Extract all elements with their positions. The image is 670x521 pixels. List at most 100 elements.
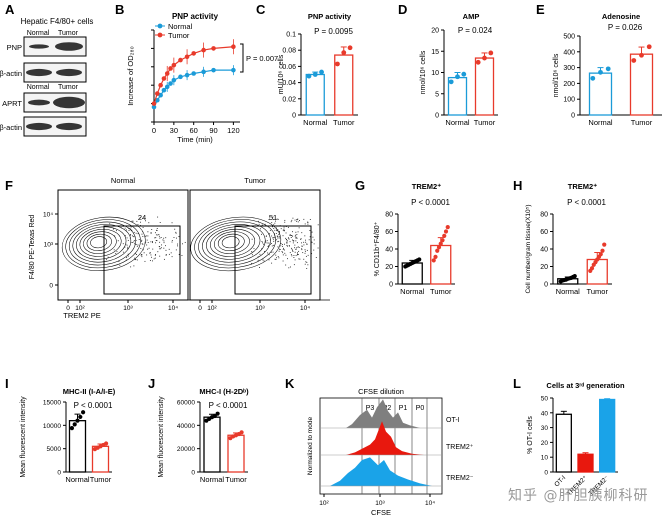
data-point: [600, 248, 605, 253]
event-dot: [290, 254, 292, 256]
x-category-label: Normal: [303, 118, 328, 127]
chart-title: AMP: [463, 12, 480, 21]
event-dot: [131, 242, 133, 243]
event-dot: [278, 230, 280, 232]
event-dot: [135, 239, 137, 241]
event-dot: [288, 245, 290, 247]
data-point: [488, 50, 494, 56]
event-dot: [143, 252, 145, 254]
panel-letter-f: F: [5, 178, 13, 193]
event-dot: [277, 241, 279, 243]
event-dot: [283, 230, 285, 232]
data-point: [81, 410, 86, 415]
event-dot: [112, 228, 114, 230]
data-point: [347, 45, 353, 51]
event-dot: [173, 237, 175, 238]
data-point: [482, 55, 487, 61]
event-dot: [124, 235, 126, 237]
event-dot: [309, 230, 311, 231]
event-dot: [297, 254, 299, 256]
event-dot: [307, 264, 309, 266]
event-dot: [280, 245, 282, 247]
event-dot: [175, 249, 177, 251]
histogram-trem2: [330, 457, 432, 486]
event-dot: [289, 234, 291, 236]
event-dot: [159, 222, 161, 223]
event-dot: [158, 246, 160, 247]
contour-ring: [76, 226, 127, 260]
x-tick-label: 0: [66, 305, 70, 312]
y-tick-label: 500: [563, 34, 575, 41]
data-point: [164, 71, 170, 76]
data-point: [151, 101, 157, 106]
event-dot: [145, 220, 146, 222]
event-dot: [281, 244, 283, 245]
event-dot: [278, 235, 280, 237]
y-tick-label: 5000: [47, 446, 62, 453]
blot-label-1: β-actin: [0, 69, 22, 78]
y-tick-label: 0.02: [282, 96, 296, 103]
data-point: [201, 69, 206, 75]
event-dot: [115, 253, 117, 255]
x-tick-label: 0: [198, 305, 202, 312]
event-dot: [140, 248, 142, 249]
y-tick-label: 0: [292, 113, 296, 120]
event-dot: [296, 219, 298, 221]
event-dot: [276, 230, 278, 232]
y-tick-label: 20: [541, 440, 549, 447]
contour-ring: [190, 216, 282, 272]
data-point: [164, 84, 170, 90]
y-axis-label: % CD11b⁺F4/80⁺: [374, 221, 381, 276]
event-dot: [292, 242, 294, 244]
event-dot: [296, 252, 298, 254]
event-dot: [159, 248, 161, 250]
event-dot: [261, 242, 263, 244]
data-point: [178, 74, 183, 80]
event-dot: [300, 238, 301, 240]
y-tick-label: 200: [563, 81, 575, 88]
event-dot: [275, 229, 277, 231]
event-dot: [142, 248, 144, 250]
event-dot: [141, 233, 143, 235]
y-tick-label: 10⁴: [43, 212, 53, 219]
y-axis-label: Increase of OD₂₈₀: [126, 46, 135, 106]
y-tick-label: 15000: [43, 400, 61, 407]
event-dot: [126, 257, 128, 259]
event-dot: [129, 237, 131, 239]
event-dot: [292, 235, 294, 237]
event-dot: [146, 244, 148, 246]
event-dot: [258, 223, 260, 225]
event-dot: [155, 240, 157, 241]
data-point: [440, 238, 445, 243]
event-dot: [268, 245, 270, 247]
event-dot: [299, 258, 301, 260]
event-dot: [313, 243, 315, 245]
event-dot: [275, 232, 277, 234]
event-dot: [291, 219, 293, 221]
data-point: [461, 71, 467, 77]
event-dot: [274, 237, 276, 239]
gate-percentage: 51: [269, 213, 277, 222]
event-dot: [301, 249, 303, 251]
event-dot: [285, 226, 287, 228]
data-point: [171, 62, 177, 68]
data-point: [104, 441, 109, 446]
event-dot: [296, 220, 298, 222]
event-dot: [165, 249, 167, 251]
event-dot: [279, 237, 281, 239]
x-category-label: Normal: [588, 118, 613, 127]
bar-trem2: [599, 398, 616, 473]
x-category-label: Tumor: [90, 475, 112, 484]
event-dot: [309, 219, 311, 220]
event-dot: [253, 248, 255, 250]
event-dot: [157, 216, 159, 218]
event-dot: [142, 249, 144, 251]
panel-letter-c: C: [256, 2, 266, 17]
y-tick-label: 10000: [43, 423, 61, 430]
event-dot: [290, 221, 292, 223]
event-dot: [125, 243, 127, 245]
event-dot: [274, 258, 276, 260]
event-dot: [284, 221, 286, 223]
data-point: [168, 81, 173, 86]
x-axis-label: CFSE: [371, 508, 391, 517]
